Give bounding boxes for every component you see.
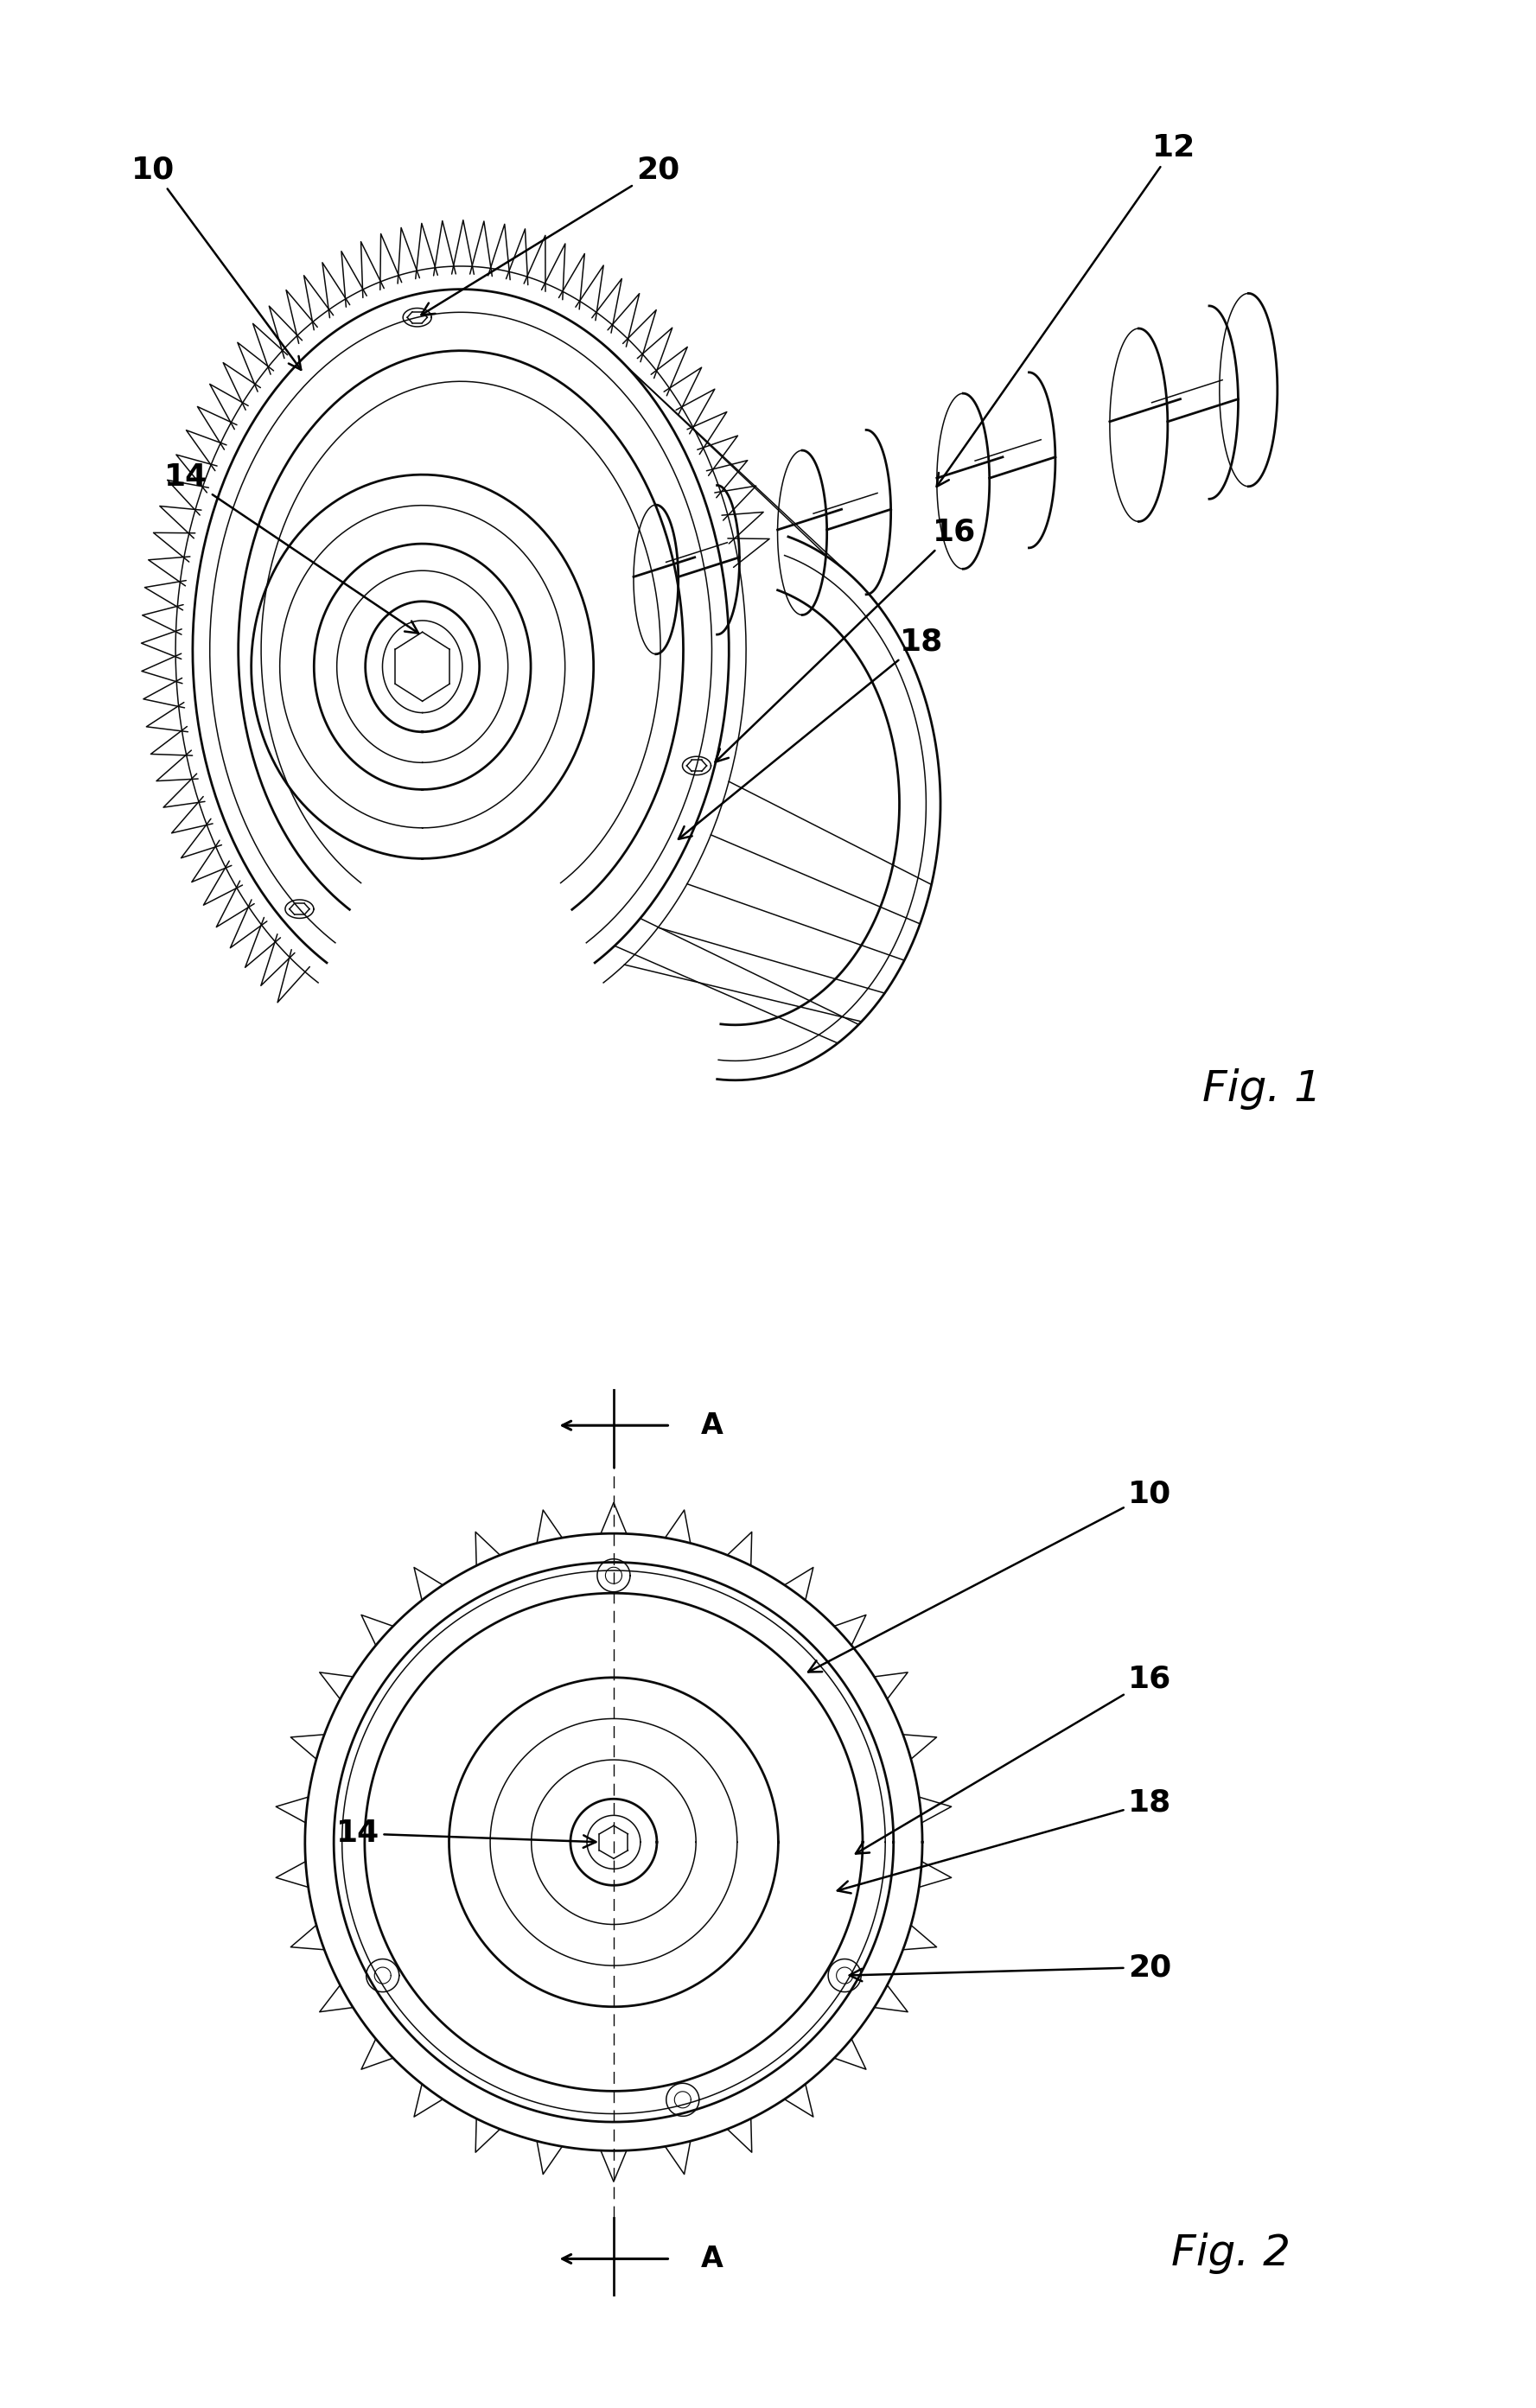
Text: 14: 14 [336,1818,596,1849]
Text: 10: 10 [132,154,301,371]
Text: 18: 18 [679,626,943,838]
Text: 14: 14 [164,462,418,633]
Text: 12: 12 [937,132,1195,486]
Text: 16: 16 [716,518,975,761]
Text: A: A [700,2244,723,2273]
Text: 18: 18 [837,1787,1172,1893]
Text: 20: 20 [421,154,680,315]
Text: A: A [700,1411,723,1440]
Text: 20: 20 [849,1953,1172,1982]
Text: Fig. 1: Fig. 1 [1203,1069,1321,1110]
Text: 16: 16 [856,1664,1172,1854]
Text: 10: 10 [808,1479,1172,1671]
Text: Fig. 2: Fig. 2 [1172,2232,1290,2276]
